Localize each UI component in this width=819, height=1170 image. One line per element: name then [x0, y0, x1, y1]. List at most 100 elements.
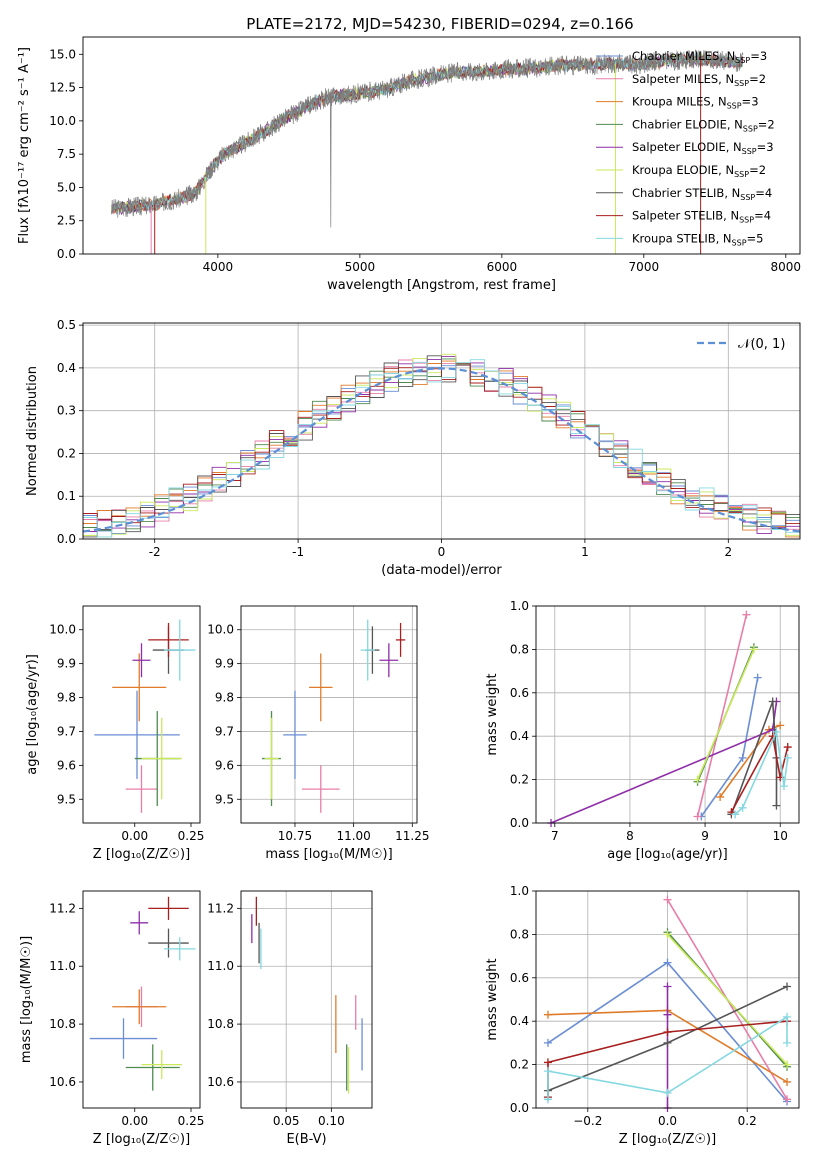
x-tick-label: 4000	[203, 260, 234, 274]
mass-vs-ebv-frame	[240, 890, 373, 1109]
y-tick-label: 5.0	[57, 180, 76, 194]
age-vs-mass-xlabel: mass [log₁₀(M/M☉)]	[265, 847, 392, 862]
spectrum-title: PLATE=2172, MJD=54230, FIBERID=0294, z=0…	[246, 15, 633, 33]
weight-marker	[753, 673, 762, 682]
weight-marker	[738, 803, 747, 812]
weight-marker	[779, 782, 788, 791]
y-tick-label: 11.0	[207, 959, 234, 973]
point	[271, 758, 273, 760]
legend-label-6: Chabrier STELIB, NSSP=4	[632, 186, 772, 202]
point	[348, 1069, 350, 1071]
point	[361, 1043, 363, 1045]
weight-marker	[738, 753, 747, 762]
weight-marker	[776, 721, 785, 730]
point	[320, 686, 322, 688]
y-tick-label: 9.6	[57, 758, 76, 772]
y-tick-label: 0.3	[57, 404, 76, 418]
point	[367, 649, 369, 651]
x-tick-label: −0.2	[573, 1114, 602, 1128]
legend-label-7: Salpeter STELIB, NSSP=4	[632, 209, 771, 225]
point	[161, 758, 163, 760]
point	[168, 907, 169, 909]
y-tick-label: 9.5	[215, 792, 234, 806]
weight-line-7	[730, 733, 789, 813]
x-tick-label: 1	[581, 545, 589, 559]
x-tick-label: 5000	[345, 260, 376, 274]
weight-marker	[663, 895, 672, 904]
weight-marker	[772, 727, 781, 736]
weight-marker	[543, 1058, 552, 1067]
point	[320, 788, 322, 790]
point	[141, 659, 142, 661]
legend-label-5: Kroupa ELODIE, NSSP=2	[632, 163, 766, 179]
point	[179, 649, 181, 651]
weight-marker	[783, 753, 792, 762]
legend-label-3: Chabrier ELODIE, NSSP=2	[632, 117, 775, 133]
x-tick-label: 7	[551, 829, 559, 843]
point	[255, 910, 257, 912]
y-tick-label: 0.5	[57, 318, 76, 332]
weight-vs-Z-xlabel: Z [log₁₀(Z/Z☉)]	[619, 1132, 716, 1147]
weight-marker	[663, 1010, 672, 1019]
age-vs-Z-frame	[82, 605, 201, 824]
x-tick-label: 0.25	[178, 829, 205, 843]
y-tick-label: 11.2	[49, 901, 76, 915]
spectrum-data	[111, 49, 744, 228]
weight-vs-age-axes	[532, 605, 799, 827]
weight-marker	[663, 1038, 672, 1047]
y-tick-label: 9.9	[215, 657, 234, 671]
x-tick-label: 8000	[771, 260, 802, 274]
point	[251, 928, 253, 930]
x-tick-label: -1	[292, 545, 304, 559]
x-tick-label: 0.00	[121, 829, 148, 843]
x-tick-label: -2	[149, 545, 161, 559]
weight-marker	[693, 812, 702, 821]
y-tick-label: 10.0	[49, 114, 76, 128]
x-tick-label: 0.10	[318, 1114, 345, 1128]
residual-hist-8	[83, 359, 800, 538]
y-tick-label: 11.2	[207, 901, 234, 915]
point	[346, 1066, 348, 1068]
mass-vs-ebv-axes	[237, 891, 372, 1112]
point	[141, 788, 142, 790]
y-tick-label: 0.4	[510, 1014, 529, 1028]
weight-marker	[783, 1077, 792, 1086]
mass-vs-Z-axes	[79, 907, 192, 1112]
weight-marker	[693, 775, 702, 784]
weight-marker	[742, 610, 751, 619]
weight-vs-age-xlabel: age [log₁₀(age/yr)]	[607, 847, 728, 862]
y-tick-label: 0.0	[57, 532, 76, 546]
point	[260, 948, 262, 950]
spectrum-frame	[82, 36, 801, 255]
legend-label-4: Salpeter ELODIE, NSSP=3	[632, 140, 774, 156]
y-tick-label: 0.4	[57, 361, 76, 375]
point	[355, 1012, 357, 1014]
x-tick-label: 0	[438, 545, 446, 559]
weight-marker	[716, 792, 725, 801]
weight-marker	[749, 645, 758, 654]
residuals-ylabel: Normed distribution	[25, 366, 40, 496]
point	[138, 922, 140, 924]
weight-line-6	[730, 701, 778, 815]
y-tick-label: 2.5	[57, 214, 76, 228]
y-tick-label: 9.7	[215, 724, 234, 738]
point	[136, 734, 138, 736]
weight-marker	[543, 1095, 552, 1104]
y-tick-label: 0.0	[57, 247, 76, 261]
y-tick-label: 0.2	[57, 446, 76, 460]
weight-marker	[663, 1028, 672, 1037]
point	[138, 686, 140, 688]
y-tick-label: 0.1	[57, 489, 76, 503]
point	[138, 1006, 140, 1008]
weight-marker	[663, 1088, 672, 1097]
weight-vs-Z-ylabel: mass weight	[485, 958, 500, 1040]
spectrum-xlabel: wavelength [Angstrom, rest frame]	[327, 278, 556, 293]
x-tick-label: 6000	[487, 260, 518, 274]
age-vs-Z-xlabel: Z [log₁₀(Z/Z☉)]	[93, 847, 190, 862]
weight-marker	[783, 1095, 792, 1104]
weight-vs-Z-frame	[535, 890, 800, 1109]
age-vs-Z-axes	[79, 629, 192, 827]
weight-marker	[543, 1038, 552, 1047]
weight-marker	[783, 1038, 792, 1047]
